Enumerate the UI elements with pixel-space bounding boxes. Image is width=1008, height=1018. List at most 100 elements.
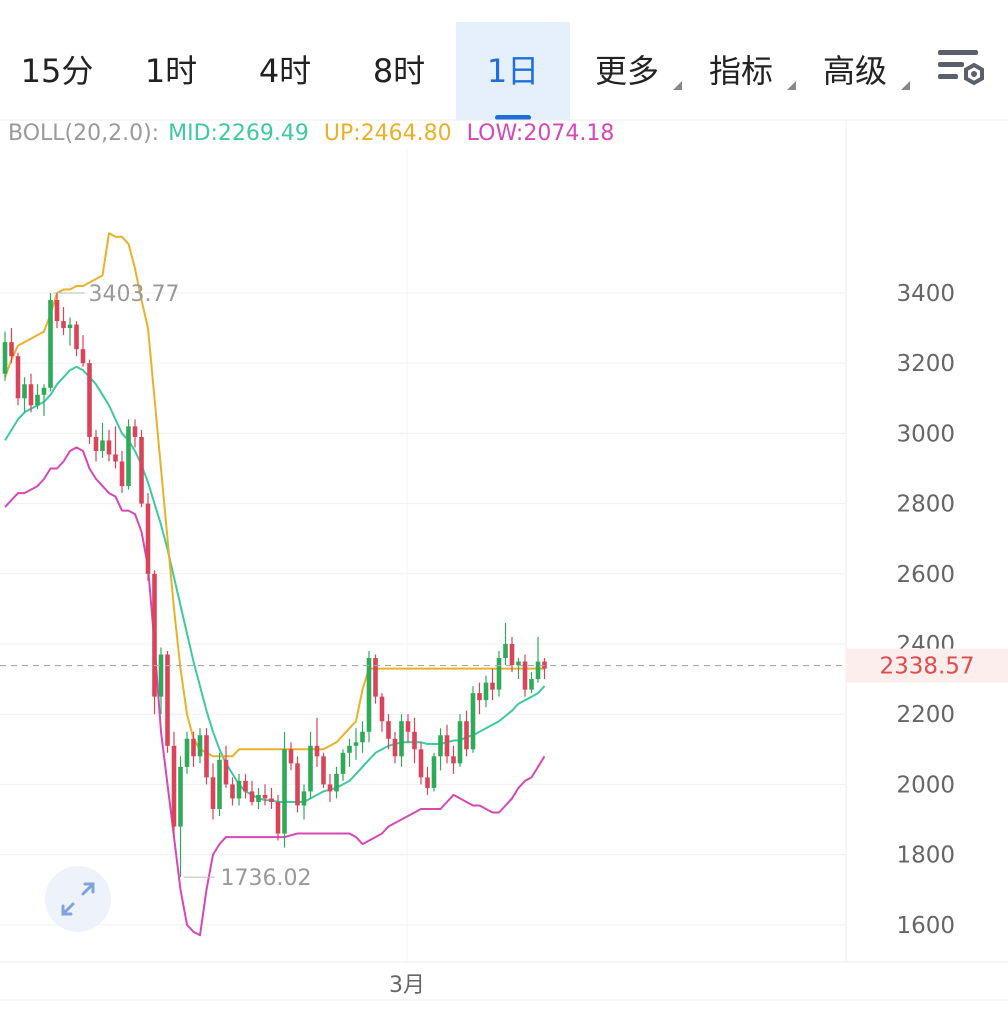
y-tick-label: 2600 bbox=[896, 562, 955, 588]
boll-legend: BOLL(20,2.0): MID:2269.49 UP:2464.80 LOW… bbox=[8, 121, 622, 146]
expand-chart-button[interactable] bbox=[45, 866, 111, 932]
y-tick-label: 3200 bbox=[896, 351, 955, 377]
candle-body bbox=[503, 644, 508, 659]
boll-mid-line bbox=[4, 365, 546, 803]
candle-body bbox=[152, 573, 157, 697]
candle-body bbox=[399, 721, 404, 757]
candle-body bbox=[405, 721, 411, 732]
candle-body bbox=[158, 654, 164, 697]
tab-8hour[interactable]: 8时 bbox=[342, 22, 456, 120]
candle-body bbox=[2, 342, 8, 374]
candle-body bbox=[139, 436, 144, 504]
candle-body bbox=[243, 780, 248, 792]
dropdown-triangle-icon bbox=[901, 81, 910, 90]
tab-indicators[interactable]: 指标 bbox=[684, 22, 798, 120]
candle-body bbox=[74, 324, 79, 350]
candle-body bbox=[282, 749, 287, 834]
tab-more[interactable]: 更多 bbox=[570, 22, 684, 120]
candle-body bbox=[275, 801, 281, 834]
candle-body bbox=[496, 658, 502, 690]
tab-1hour[interactable]: 1时 bbox=[114, 22, 228, 120]
tab-label: 15分 bbox=[20, 52, 94, 90]
x-tick-label: 3月 bbox=[389, 973, 425, 998]
candle-body bbox=[353, 742, 359, 746]
candle-body bbox=[178, 766, 183, 827]
candle-body bbox=[535, 661, 541, 680]
tab-label: 高级 bbox=[822, 52, 887, 90]
candle-body bbox=[22, 384, 27, 399]
candle-body bbox=[444, 735, 450, 757]
candle-body bbox=[87, 363, 92, 437]
y-tick-label: 2800 bbox=[896, 492, 955, 518]
candle-body bbox=[256, 794, 261, 802]
candle-body bbox=[522, 661, 528, 690]
candle-body bbox=[113, 454, 118, 462]
legend-indicator-name: BOLL(20,2.0): bbox=[8, 121, 160, 146]
candle-body bbox=[373, 658, 378, 697]
candle-body bbox=[334, 773, 339, 792]
tab-label: 指标 bbox=[708, 52, 773, 90]
expand-icon bbox=[61, 882, 95, 916]
candle-body bbox=[457, 721, 463, 764]
candle-body bbox=[509, 644, 515, 666]
tab-advanced[interactable]: 高级 bbox=[798, 22, 912, 120]
candle-body bbox=[230, 784, 235, 799]
y-tick-label: 3000 bbox=[896, 421, 955, 447]
candle-body bbox=[41, 387, 47, 395]
candle-body bbox=[126, 426, 131, 487]
tab-4hour[interactable]: 4时 bbox=[228, 22, 342, 120]
chart-settings-button[interactable] bbox=[930, 44, 990, 94]
candle-body bbox=[483, 682, 489, 701]
candle-body bbox=[145, 503, 151, 574]
candle-body bbox=[412, 731, 417, 750]
candle-body bbox=[470, 693, 476, 750]
candle-body bbox=[106, 440, 112, 455]
candle-body bbox=[314, 745, 320, 757]
candle-body bbox=[100, 440, 105, 451]
candle-body bbox=[249, 791, 255, 802]
high-price-label: 3403.77 bbox=[89, 282, 180, 307]
candle-body bbox=[366, 658, 372, 732]
candle-body bbox=[48, 300, 53, 388]
candle-body bbox=[529, 679, 534, 690]
boll-up-line bbox=[4, 232, 545, 758]
legend-mid: MID:2269.49 bbox=[168, 121, 309, 146]
y-tick-label: 3400 bbox=[896, 281, 955, 307]
candle-body bbox=[204, 735, 209, 778]
candle-body bbox=[119, 461, 125, 487]
candle-body bbox=[236, 780, 242, 799]
dropdown-triangle-icon bbox=[787, 81, 796, 90]
candle-body bbox=[347, 745, 352, 753]
legend-low: LOW:2074.18 bbox=[466, 121, 615, 146]
y-tick-label: 1800 bbox=[896, 843, 955, 869]
timeframe-toolbar: 15分 1时 4时 8时 1日 更多 指标 高级 bbox=[0, 0, 1008, 120]
candle-body bbox=[431, 756, 437, 788]
candle-body bbox=[9, 342, 14, 357]
tab-15min[interactable]: 15分 bbox=[0, 22, 114, 120]
candle-body bbox=[301, 791, 307, 806]
candle-body bbox=[392, 738, 398, 757]
candle-body bbox=[464, 721, 469, 750]
low-price-label: 1736.02 bbox=[221, 866, 312, 891]
candle-body bbox=[490, 682, 495, 690]
candle-body bbox=[35, 394, 40, 406]
candle-body bbox=[191, 738, 196, 757]
candle-body bbox=[321, 756, 326, 785]
candle-body bbox=[451, 756, 456, 764]
candle-body bbox=[360, 731, 365, 743]
candle-body bbox=[28, 384, 34, 406]
candle-body bbox=[308, 745, 313, 792]
tab-1day[interactable]: 1日 bbox=[456, 22, 570, 120]
boll-low-line bbox=[4, 446, 546, 937]
candle-body bbox=[327, 784, 333, 792]
candle-body bbox=[67, 324, 73, 329]
candle-body bbox=[93, 436, 99, 451]
candle-body bbox=[386, 721, 391, 739]
current-price-label: 2338.57 bbox=[879, 654, 974, 680]
candle-body bbox=[171, 745, 177, 827]
candle-body bbox=[438, 735, 443, 757]
candle-body bbox=[61, 321, 66, 329]
candle-body bbox=[340, 752, 346, 774]
candle-body bbox=[197, 735, 203, 757]
